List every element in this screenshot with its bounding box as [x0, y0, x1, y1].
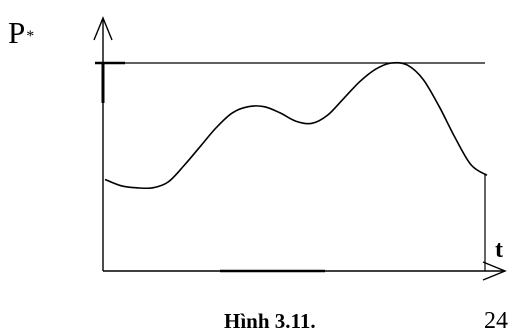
- x-end-tick-label: 24: [484, 308, 508, 331]
- y-axis-label: P*: [8, 15, 34, 50]
- y-axis-arrowhead: [93, 16, 113, 41]
- load-curve-line: [104, 61, 488, 190]
- figure-caption: Hình 3.11.: [224, 309, 316, 331]
- x-axis-label: t: [495, 237, 503, 263]
- y-axis-label-subscript: *: [26, 28, 34, 45]
- x-axis-arrowhead: [482, 261, 507, 281]
